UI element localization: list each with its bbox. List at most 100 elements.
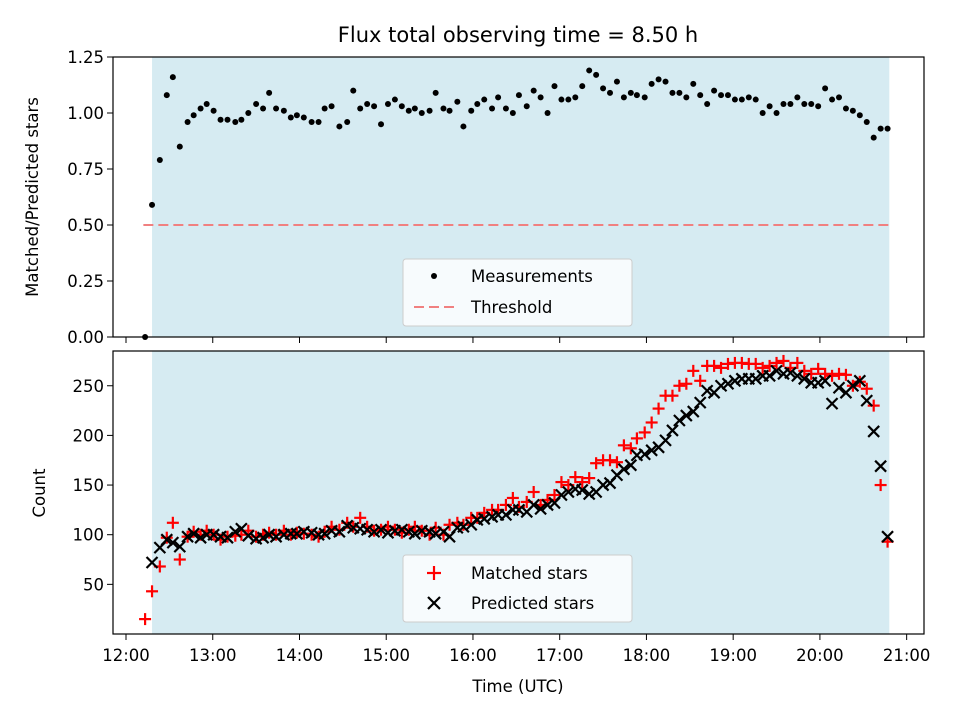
- measurement-point: [558, 96, 565, 103]
- measurement-point: [405, 107, 412, 114]
- matched-star-point: [798, 364, 811, 377]
- matched-star-point: [590, 457, 603, 470]
- top-x-ticks: [125, 337, 908, 343]
- measurement-point: [724, 92, 731, 99]
- predicted-star-point: [575, 483, 589, 497]
- measurement-point: [690, 80, 697, 87]
- predicted-star-point: [832, 381, 846, 395]
- predicted-star-point: [395, 523, 409, 537]
- predicted-star-point: [318, 527, 331, 540]
- measurement-point: [884, 125, 891, 132]
- x-tick-label: 20:00: [796, 646, 844, 665]
- matched-star-point: [617, 439, 630, 452]
- x-tick-label: 18:00: [623, 646, 671, 665]
- measurement-point: [633, 92, 640, 99]
- legend-predicted-label: Predicted stars: [471, 594, 594, 613]
- matched-star-point: [687, 364, 700, 377]
- measurement-point: [787, 101, 794, 108]
- legend-predicted-marker: [427, 596, 441, 610]
- matched-star-point: [715, 361, 728, 374]
- measurement-point: [217, 116, 224, 123]
- measurement-point: [260, 105, 267, 112]
- predicted-star-point: [562, 485, 575, 499]
- measurement-point: [648, 80, 655, 87]
- x-tick-label: 19:00: [709, 646, 757, 665]
- measurement-point: [704, 101, 711, 108]
- predicted-star-point: [305, 526, 318, 539]
- bottom-x-ticks: 12:00 13:00 14:00 15:00 16:00 17:00 18:00 19:00…: [102, 634, 930, 665]
- predicted-star-point: [763, 369, 776, 383]
- measurement-point: [149, 201, 156, 208]
- predicted-star-point: [700, 384, 714, 397]
- legend-measurement-marker: [431, 273, 437, 279]
- measurement-point: [773, 110, 780, 116]
- measurement-point: [829, 96, 836, 103]
- top-y-ticks: 0.00 0.25 0.50 0.75 1.00 1.25: [67, 48, 113, 347]
- matched-star-point: [756, 361, 769, 374]
- matched-star-point: [569, 471, 582, 484]
- measurement-point: [156, 157, 163, 164]
- measurement-point: [766, 103, 773, 110]
- measurement-point: [808, 101, 815, 108]
- matched-star-point: [187, 525, 200, 538]
- measurement-point: [537, 94, 544, 101]
- x-tick-label: 14:00: [276, 646, 324, 665]
- predicted-star-point: [624, 458, 638, 472]
- measurement-point: [384, 101, 391, 108]
- measurement-point: [253, 101, 260, 108]
- measurement-point: [600, 85, 607, 92]
- bottom-axes-frame: [112, 350, 925, 635]
- measurement-point: [454, 98, 461, 105]
- measurement-points: [142, 67, 891, 340]
- matched-star-point: [812, 362, 825, 375]
- matched-star-point: [173, 553, 186, 566]
- measurement-point: [293, 112, 300, 119]
- measurement-point: [530, 87, 537, 94]
- measurement-point: [815, 103, 822, 110]
- measurement-point: [481, 96, 488, 103]
- predicted-star-point: [853, 374, 867, 388]
- matched-star-point: [548, 488, 561, 501]
- predicted-star-point: [262, 528, 276, 541]
- predicted-star-point: [187, 527, 200, 540]
- predicted-star-point: [173, 540, 187, 553]
- matched-star-point: [270, 528, 283, 541]
- measurement-point: [676, 89, 683, 96]
- measurement-point: [515, 92, 522, 99]
- measurement-point: [446, 107, 453, 114]
- matched-star-point: [506, 491, 519, 504]
- measurement-point: [184, 118, 191, 125]
- predicted-star-point: [527, 498, 540, 512]
- measurement-point: [344, 118, 351, 125]
- x-tick-label: 13:00: [189, 646, 237, 665]
- predicted-star-point: [825, 397, 839, 410]
- x-axis-label: Time (UTC): [471, 677, 563, 696]
- predicted-star-point: [791, 369, 804, 383]
- matched-star-point: [645, 416, 658, 429]
- predicted-star-point: [617, 462, 631, 476]
- measurement-point: [308, 118, 315, 125]
- predicted-star-point: [867, 425, 880, 438]
- measurement-point: [551, 83, 558, 90]
- matched-star-point: [860, 382, 873, 395]
- x-tick-label: 21:00: [883, 646, 931, 665]
- predicted-star-point: [242, 529, 255, 542]
- measurement-point: [321, 105, 328, 112]
- predicted-star-point: [582, 487, 596, 501]
- predicted-star-point: [680, 409, 693, 422]
- matched-star-point: [604, 454, 617, 467]
- measurement-point: [287, 114, 294, 121]
- measurement-point: [489, 105, 496, 112]
- measurement-point: [232, 118, 239, 125]
- matched-star-point: [583, 472, 596, 485]
- predicted-star-point: [811, 376, 825, 390]
- measurement-point: [607, 89, 614, 96]
- measurement-point: [856, 112, 863, 119]
- measurement-point: [683, 94, 690, 101]
- predicted-star-point: [541, 498, 554, 512]
- measurement-point: [822, 85, 829, 92]
- measurement-point: [718, 92, 725, 99]
- matched-star-point: [471, 511, 484, 524]
- top-axes-frame: [112, 56, 925, 338]
- measurement-point: [835, 94, 842, 101]
